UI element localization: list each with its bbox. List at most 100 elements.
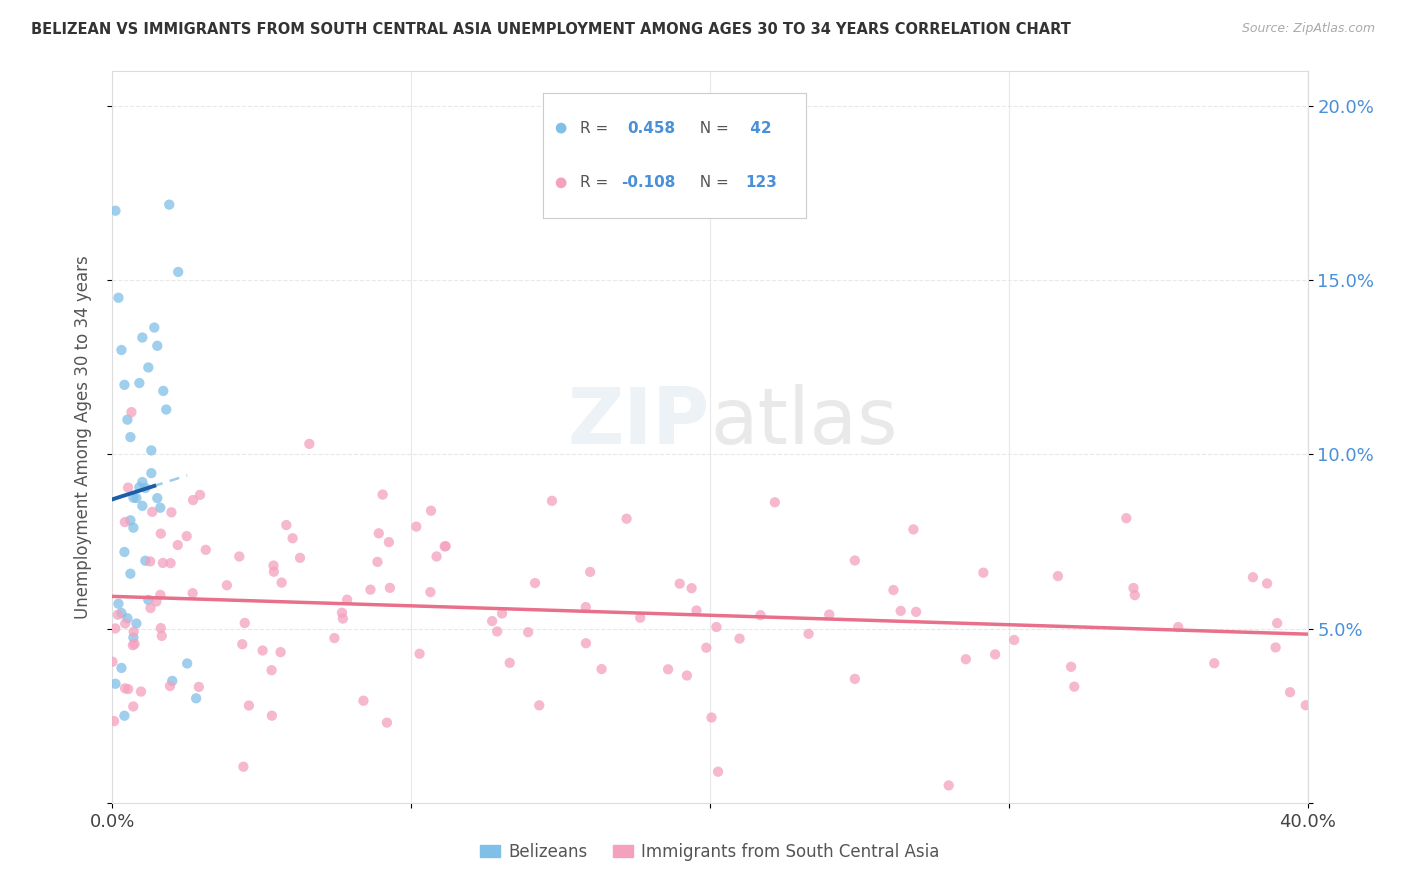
Point — [408, 647, 430, 661]
Text: Source: ZipAtlas.com: Source: ZipAtlas.com — [1241, 22, 1375, 36]
Point — [323, 631, 346, 645]
Point — [117, 611, 139, 625]
Point — [263, 558, 285, 573]
Point — [706, 620, 728, 634]
Point — [120, 405, 142, 419]
Point — [378, 581, 401, 595]
Point — [797, 627, 820, 641]
Point — [1060, 660, 1083, 674]
Point — [149, 526, 172, 541]
Point — [529, 698, 551, 713]
Point — [167, 265, 190, 279]
Point — [114, 681, 136, 696]
Point — [288, 550, 311, 565]
Point — [238, 698, 260, 713]
Point — [434, 539, 457, 553]
Point — [146, 339, 169, 353]
Point — [332, 611, 354, 625]
Point — [107, 607, 129, 622]
Point — [984, 648, 1007, 662]
Point — [149, 500, 172, 515]
Point — [157, 197, 180, 211]
Point — [120, 566, 142, 581]
Point — [228, 549, 250, 564]
Point — [232, 760, 254, 774]
Point — [125, 491, 148, 505]
Point — [575, 600, 598, 615]
Point — [114, 515, 136, 529]
Point — [104, 622, 127, 636]
Point — [281, 531, 304, 545]
Point — [375, 715, 398, 730]
Point — [114, 708, 135, 723]
Point — [260, 708, 283, 723]
Point — [166, 538, 188, 552]
Point — [270, 575, 292, 590]
Point — [231, 637, 253, 651]
Point — [367, 526, 389, 541]
Point — [114, 377, 135, 392]
Point — [491, 607, 513, 621]
Point — [524, 576, 547, 591]
Point — [405, 519, 427, 533]
Point — [131, 475, 153, 489]
Point — [114, 616, 136, 631]
Point — [905, 605, 928, 619]
Point — [1046, 569, 1069, 583]
Point — [426, 549, 449, 564]
Point — [260, 663, 283, 677]
Point — [122, 624, 145, 639]
Point — [139, 554, 162, 568]
Point — [263, 565, 285, 579]
Point — [628, 611, 651, 625]
Point — [152, 556, 174, 570]
Point — [1063, 680, 1085, 694]
Text: ZIP: ZIP — [568, 384, 710, 460]
Text: atlas: atlas — [710, 384, 897, 460]
Point — [685, 603, 707, 617]
Point — [359, 582, 381, 597]
Point — [131, 499, 153, 513]
Point — [101, 655, 124, 669]
Point — [160, 505, 183, 519]
Point — [141, 443, 163, 458]
Point — [117, 682, 139, 697]
Point — [575, 636, 598, 650]
Point — [122, 491, 145, 505]
Point — [162, 673, 183, 688]
Point — [124, 637, 146, 651]
Point — [110, 661, 132, 675]
Point — [1265, 616, 1288, 631]
Point — [541, 493, 564, 508]
Point — [517, 625, 540, 640]
Point — [143, 320, 166, 334]
Point — [1204, 657, 1226, 671]
Point — [371, 487, 394, 501]
Point — [681, 581, 703, 595]
Point — [433, 540, 456, 554]
Point — [1002, 632, 1025, 647]
Point — [120, 430, 142, 444]
Point — [149, 621, 172, 635]
Point — [1115, 511, 1137, 525]
Point — [138, 593, 160, 607]
Point — [138, 360, 160, 375]
Point — [276, 518, 298, 533]
Point — [145, 594, 167, 608]
Point — [481, 614, 503, 628]
Point — [1264, 640, 1286, 655]
Point — [110, 343, 132, 357]
Point — [1123, 588, 1146, 602]
Point — [1122, 581, 1144, 595]
Point — [117, 481, 139, 495]
Point — [141, 505, 163, 519]
Point — [120, 513, 142, 527]
Point — [159, 556, 181, 570]
Point — [194, 542, 217, 557]
Point — [882, 582, 904, 597]
Point — [972, 566, 994, 580]
Point — [668, 576, 690, 591]
Point — [336, 592, 359, 607]
Point — [676, 668, 699, 682]
Legend: Belizeans, Immigrants from South Central Asia: Belizeans, Immigrants from South Central… — [474, 837, 946, 868]
